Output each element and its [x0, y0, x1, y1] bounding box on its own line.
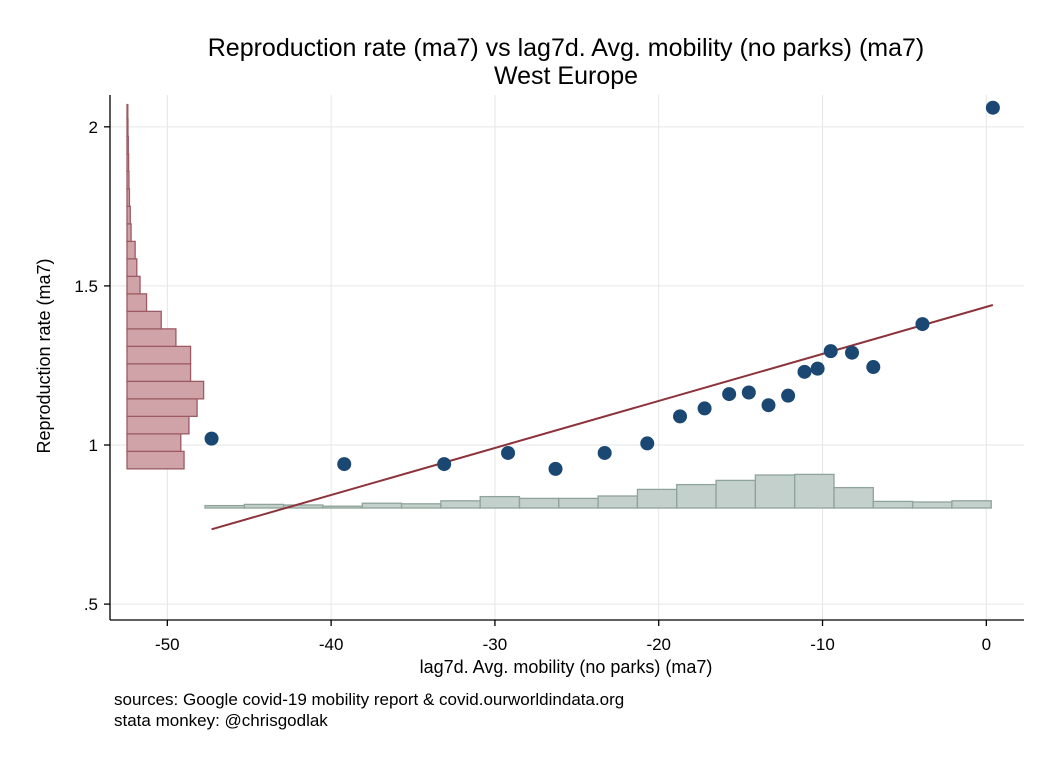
x-tick-label-5: 0	[982, 635, 991, 654]
x-hist-bar-13	[715, 479, 757, 509]
chart-subtitle: West Europe	[494, 62, 638, 90]
x-hist-bar-18	[911, 501, 953, 509]
y-hist-bar-15	[126, 188, 131, 208]
y-hist-bar-10	[126, 275, 141, 295]
x-hist-bar-9	[558, 497, 599, 509]
data-point-10	[741, 385, 756, 400]
y-hist-bar-11	[126, 258, 138, 278]
axes: -50 -40 -30 -20 -10 0 .5 1 1.5 2	[74, 95, 1024, 654]
data-point-16	[845, 345, 860, 360]
x-axis-label: lag7d. Avg. mobility (no parks) (ma7)	[420, 657, 713, 677]
y-tick-label-2: 1.5	[74, 277, 98, 296]
data-point-4	[548, 461, 563, 476]
data-point-13	[797, 364, 812, 379]
data-point-7	[673, 409, 688, 424]
scatter-points	[204, 100, 1000, 476]
x-tick-label-2: -30	[483, 635, 508, 654]
data-point-19	[985, 100, 1000, 115]
x-hist-bar-12	[676, 483, 717, 509]
y-hist-bar-7	[126, 328, 177, 348]
chart-title: Reproduction rate (ma7) vs lag7d. Avg. m…	[208, 34, 925, 62]
y-hist-bar-3	[126, 398, 198, 418]
y-axis-label: Reproduction rate (ma7)	[34, 258, 54, 453]
x-hist-bar-8	[518, 497, 560, 509]
fit-line	[211, 304, 994, 531]
data-point-17	[866, 360, 881, 375]
x-hist-bar-7	[479, 495, 521, 509]
y-hist-bar-9	[126, 293, 148, 313]
data-point-1	[337, 457, 352, 472]
data-point-5	[597, 445, 612, 460]
x-hist-bar-15	[794, 473, 835, 509]
y-histogram	[126, 103, 205, 470]
credit-note: stata monkey: @chrisgodlak	[114, 711, 328, 730]
y-hist-bar-13	[126, 223, 132, 243]
x-tick-label-4: -10	[810, 635, 835, 654]
x-hist-bar-19	[951, 500, 992, 509]
x-hist-bar-17	[872, 500, 914, 509]
y-hist-bar-2	[126, 415, 190, 435]
y-hist-bar-6	[126, 345, 192, 365]
y-hist-bar-19	[126, 118, 129, 138]
y-hist-bar-20	[126, 103, 129, 120]
x-hist-bar-0	[204, 504, 245, 509]
fit-line-group	[211, 304, 994, 531]
x-hist-bar-16	[833, 486, 874, 509]
x-hist-bar-1	[243, 503, 285, 509]
data-point-8	[697, 401, 712, 416]
y-tick-label-3: 2	[89, 118, 98, 137]
y-hist-bar-14	[126, 205, 131, 225]
y-hist-bar-8	[126, 310, 162, 330]
data-point-11	[761, 398, 776, 413]
y-hist-bar-16	[126, 170, 130, 190]
x-hist-bar-11	[636, 488, 678, 509]
y-hist-bar-5	[126, 363, 192, 383]
data-point-18	[915, 317, 930, 332]
y-hist-bar-4	[126, 380, 205, 400]
x-hist-bar-5	[400, 503, 442, 509]
y-hist-bar-12	[126, 240, 136, 260]
data-point-12	[781, 388, 796, 403]
x-hist-bar-3	[322, 505, 363, 509]
grid	[110, 95, 1024, 620]
y-hist-bar-1	[126, 433, 182, 453]
y-tick-label-0: .5	[84, 595, 98, 614]
data-point-9	[722, 387, 737, 402]
data-point-2	[437, 457, 452, 472]
x-hist-bar-4	[361, 502, 403, 509]
y-tick-label-1: 1	[89, 436, 98, 455]
y-hist-bar-0	[126, 450, 185, 470]
data-point-6	[640, 436, 655, 451]
data-point-0	[204, 431, 219, 446]
data-point-3	[501, 445, 516, 460]
x-hist-bar-6	[440, 500, 481, 509]
x-hist-bar-10	[597, 495, 639, 509]
x-tick-label-0: -50	[155, 635, 180, 654]
x-tick-label-1: -40	[319, 635, 344, 654]
data-point-14	[810, 361, 825, 376]
data-point-15	[823, 344, 838, 359]
x-tick-label-3: -20	[646, 635, 671, 654]
y-hist-bar-17	[126, 153, 130, 173]
sources-note: sources: Google covid-19 mobility report…	[114, 690, 625, 709]
x-histogram	[204, 473, 992, 509]
x-hist-bar-14	[754, 474, 796, 509]
y-hist-bar-18	[126, 135, 129, 155]
